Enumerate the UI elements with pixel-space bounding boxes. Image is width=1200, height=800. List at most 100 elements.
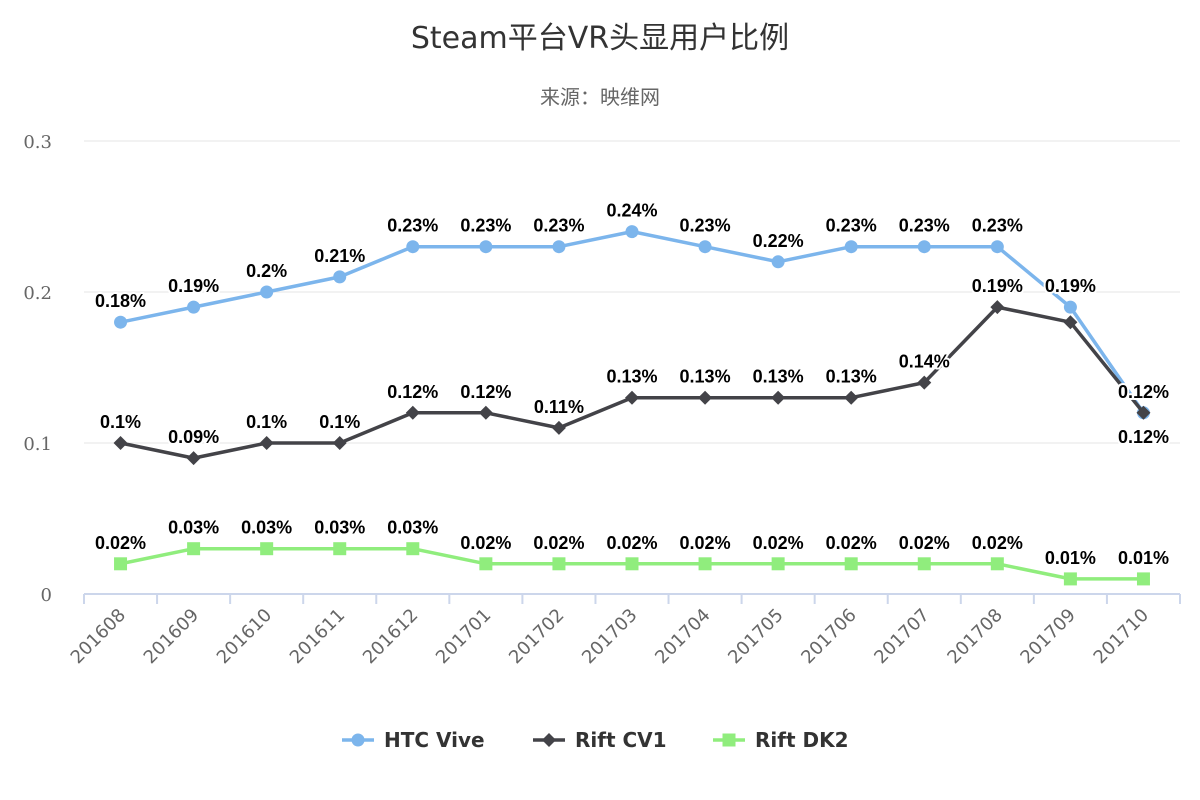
data-label: 0.12% — [1118, 382, 1169, 402]
data-point — [551, 420, 566, 435]
data-point — [113, 436, 128, 450]
data-label: 0.12% — [387, 382, 438, 402]
data-point — [917, 375, 932, 390]
data-label: 0.01% — [1045, 548, 1096, 568]
data-label: 0.03% — [241, 518, 292, 538]
series-rift-cv1 — [113, 300, 1151, 466]
legend-marker-icon — [722, 733, 736, 747]
data-point — [844, 557, 858, 571]
legend-label: Rift CV1 — [575, 728, 667, 752]
data-point — [917, 240, 931, 254]
data-point — [478, 405, 493, 420]
x-tick-label: 201703 — [578, 605, 641, 668]
data-label: 0.02% — [899, 533, 950, 553]
data-label: 0.13% — [753, 367, 804, 387]
data-label: 0.23% — [680, 216, 731, 236]
x-tick-label: 201611 — [286, 605, 349, 668]
data-point — [332, 436, 347, 450]
data-label: 0.12% — [1118, 427, 1169, 447]
data-label: 0.23% — [387, 216, 438, 236]
y-tick-label: 0.2 — [23, 283, 52, 304]
data-label: 0.19% — [168, 276, 219, 296]
data-label: 0.1% — [319, 412, 360, 432]
series-rift-dk2 — [114, 542, 1150, 586]
data-point — [990, 240, 1004, 254]
data-label: 0.02% — [533, 533, 584, 553]
data-point — [333, 270, 347, 284]
x-tick-label: 201706 — [797, 605, 860, 668]
legend-marker-icon — [351, 733, 365, 747]
data-label: 0.23% — [972, 216, 1023, 236]
legend-marker-icon — [542, 733, 556, 747]
data-label: 0.14% — [899, 352, 950, 372]
data-label: 0.18% — [95, 291, 146, 311]
data-label: 0.09% — [168, 427, 219, 447]
data-label: 0.2% — [246, 261, 287, 281]
legend-label: HTC Vive — [384, 728, 485, 752]
x-tick-label: 201702 — [505, 605, 568, 668]
data-point — [1063, 300, 1077, 314]
data-point — [405, 405, 420, 420]
data-label: 0.23% — [899, 216, 950, 236]
data-point — [698, 390, 713, 405]
data-label: 0.23% — [533, 216, 584, 236]
y-tick-label: 0.1 — [23, 434, 52, 455]
y-tick-label: 0.3 — [23, 132, 52, 153]
data-point — [698, 240, 712, 254]
data-point — [333, 542, 347, 556]
data-point — [917, 557, 931, 571]
legend-item[interactable]: Rift CV1 — [533, 728, 667, 752]
legend-item[interactable]: Rift DK2 — [713, 728, 849, 752]
data-label: 0.03% — [168, 518, 219, 538]
x-tick-label: 201709 — [1016, 605, 1079, 668]
data-label: 0.1% — [100, 412, 141, 432]
data-label: 0.24% — [606, 201, 657, 221]
data-label: 0.19% — [972, 276, 1023, 296]
data-point — [625, 225, 639, 239]
x-tick-label: 201705 — [724, 605, 787, 668]
legend-label: Rift DK2 — [755, 728, 849, 752]
x-tick-label: 201701 — [432, 605, 495, 668]
chart-subtitle: 来源：映维网 — [540, 85, 660, 109]
data-label: 0.02% — [753, 533, 804, 553]
data-point — [406, 542, 420, 556]
data-label: 0.02% — [95, 533, 146, 553]
x-tick-label: 201608 — [67, 605, 130, 668]
x-tick-label: 201610 — [213, 605, 276, 668]
data-label: 0.02% — [606, 533, 657, 553]
data-point — [771, 255, 785, 269]
data-point — [771, 557, 785, 571]
data-label: 0.19% — [1045, 276, 1096, 296]
data-label: 0.01% — [1118, 548, 1169, 568]
data-point — [990, 557, 1004, 571]
legend-item[interactable]: HTC Vive — [342, 728, 485, 752]
data-point — [1063, 315, 1078, 330]
data-point — [1136, 405, 1151, 420]
data-label: 0.12% — [460, 382, 511, 402]
data-label: 0.13% — [680, 367, 731, 387]
data-point — [187, 542, 201, 556]
data-point — [479, 557, 493, 571]
data-label: 0.23% — [826, 216, 877, 236]
x-tick-label: 201708 — [943, 605, 1006, 668]
data-label: 0.03% — [387, 518, 438, 538]
data-label: 0.02% — [972, 533, 1023, 553]
data-label: 0.02% — [826, 533, 877, 553]
data-point — [625, 557, 639, 571]
data-point — [114, 557, 128, 571]
data-point — [771, 390, 786, 405]
x-tick-label: 201704 — [651, 605, 714, 668]
chart-title: Steam平台VR头显用户比例 — [411, 21, 789, 56]
data-label: 0.03% — [314, 518, 365, 538]
data-point — [479, 240, 493, 254]
x-tick-label: 201710 — [1090, 605, 1153, 668]
data-point — [114, 315, 128, 329]
data-point — [552, 557, 566, 571]
data-point — [259, 436, 274, 450]
data-point — [844, 390, 859, 405]
x-tick-label: 201612 — [359, 605, 422, 668]
data-point — [1063, 572, 1077, 586]
data-point — [552, 240, 566, 254]
data-point — [186, 451, 201, 466]
